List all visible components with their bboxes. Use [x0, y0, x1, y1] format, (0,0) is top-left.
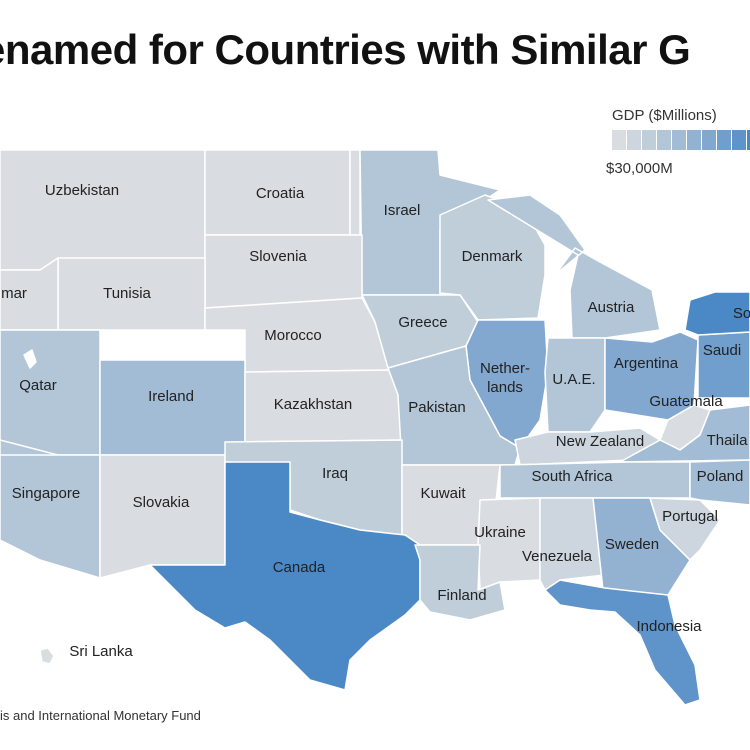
legend-swatch — [687, 130, 702, 150]
legend-color-scale — [612, 130, 750, 150]
state-label-ky: New Zealand — [556, 433, 644, 450]
state-label-az: Singapore — [12, 485, 80, 502]
legend-swatch — [717, 130, 732, 150]
state-label-ga: Sweden — [605, 536, 659, 553]
state-label-ne: Morocco — [264, 327, 322, 344]
legend-swatch — [657, 130, 672, 150]
state-label-la: Finland — [437, 587, 486, 604]
state-fl[interactable] — [544, 579, 701, 706]
state-label-sc: Portugal — [662, 508, 718, 525]
state-label-sd: Slovenia — [249, 248, 307, 265]
state-label-ks: Kazakhstan — [274, 396, 352, 413]
legend-swatch — [732, 130, 747, 150]
source-note: is and International Monetary Fund — [0, 708, 201, 723]
state-label-mi: Austria — [588, 299, 635, 316]
state-label-wa: Uzbekistan — [45, 182, 119, 199]
state-label-mn: Israel — [384, 202, 421, 219]
state-label-nm: Slovakia — [133, 494, 190, 511]
state-label-mo: Pakistan — [408, 399, 466, 416]
state-label-ny: So — [733, 305, 750, 322]
state-oh[interactable] — [604, 331, 699, 421]
state-label-nv: Qatar — [19, 377, 57, 394]
state-or[interactable] — [0, 257, 59, 331]
state-label-ia: Greece — [398, 314, 447, 331]
state-label-wi: Denmark — [462, 248, 523, 265]
legend-swatch — [642, 130, 657, 150]
state-label-oh: Argentina — [614, 355, 679, 372]
state-label-in: U.A.E. — [552, 371, 595, 388]
state-label-tx: Canada — [273, 559, 326, 576]
state-label-wv: Guatemala — [649, 393, 723, 410]
state-label-mt: Croatia — [256, 185, 305, 202]
state-label-co: Ireland — [148, 388, 194, 405]
state-ny[interactable] — [684, 291, 750, 336]
state-label-ar: Kuwait — [420, 485, 466, 502]
island-shape — [23, 349, 37, 369]
state-ms[interactable] — [477, 497, 541, 591]
state-label-nc: Poland — [697, 468, 744, 485]
legend-title: GDP ($Millions) — [612, 107, 717, 124]
state-label-tn: South Africa — [532, 468, 614, 485]
state-label-fl: Indonesia — [636, 618, 702, 635]
state-label-pa: Saudi — [703, 342, 741, 359]
state-la[interactable] — [414, 544, 506, 621]
state-label-wy: Tunisia — [103, 285, 151, 302]
state-label-or: mar — [1, 285, 27, 302]
state-nd[interactable] — [349, 149, 361, 236]
state-label-al: Venezuela — [522, 548, 593, 565]
state-label-il: Nether-lands — [480, 360, 530, 396]
legend-swatch — [612, 130, 627, 150]
legend-swatch — [672, 130, 687, 150]
state-hi[interactable] — [39, 647, 55, 665]
state-co[interactable] — [99, 359, 246, 456]
state-nc[interactable] — [689, 459, 750, 506]
legend-swatch — [627, 130, 642, 150]
state-label-hi: Sri Lanka — [69, 643, 133, 660]
legend-min-label: $30,000M — [606, 160, 673, 177]
state-wa[interactable] — [0, 149, 206, 271]
state-label-va: Thaila — [707, 432, 749, 449]
state-label-ms: Ukraine — [474, 524, 526, 541]
state-az[interactable] — [0, 454, 101, 579]
state-sd[interactable] — [204, 234, 363, 309]
map-title: enamed for Countries with Similar G — [0, 26, 691, 73]
state-label-ok: Iraq — [322, 465, 348, 482]
state-sc[interactable] — [649, 497, 721, 561]
state-tx[interactable] — [149, 461, 421, 691]
state-mi[interactable] — [487, 194, 661, 339]
legend-swatch — [702, 130, 717, 150]
legend-swatch — [747, 130, 750, 150]
state-va[interactable] — [619, 404, 750, 463]
state-nm[interactable] — [99, 454, 226, 579]
